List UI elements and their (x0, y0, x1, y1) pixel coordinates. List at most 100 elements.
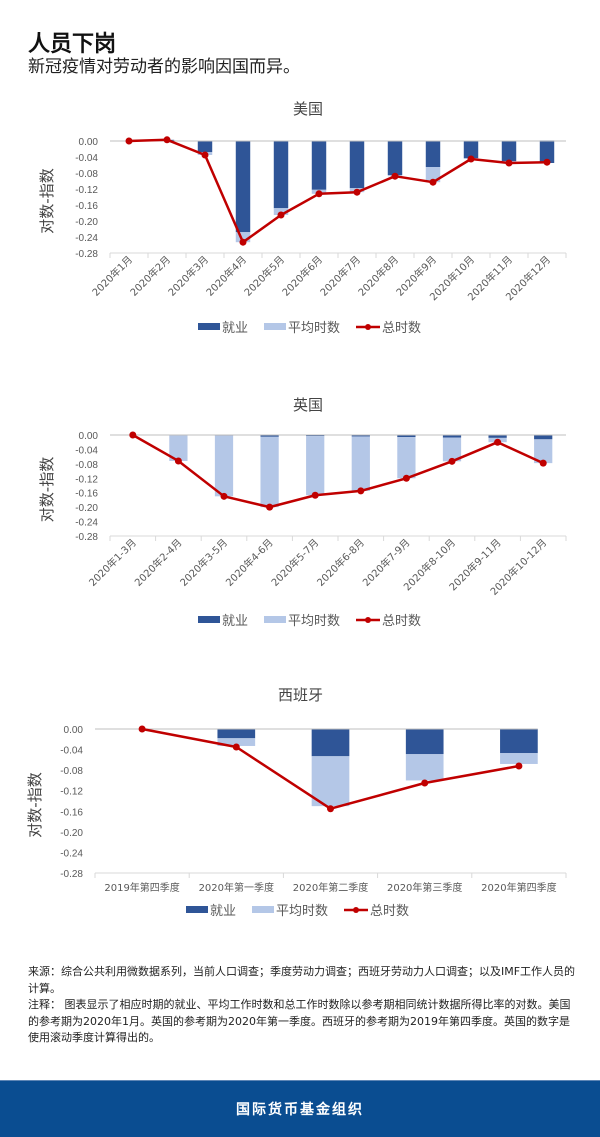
total-hours-marker (315, 190, 323, 198)
avg-hours-bar (442, 437, 462, 462)
footer-bar: 国际货币基金组织 (0, 1080, 600, 1137)
employment-bar (488, 435, 507, 438)
x-tick-label: 2020年第一季度 (199, 881, 274, 894)
chart-us: 美国 对数-指数 0.00 -0.04 -0.08 -0.12 -0.16 -0.20 -0.2… (0, 92, 600, 352)
employment-bar (235, 141, 251, 233)
chart-legend: 就业 平均时数 总时数 (186, 904, 409, 919)
avg-hours-bar (405, 754, 444, 781)
x-tick-label: 2020年4-6月 (223, 536, 276, 589)
employment-bar (387, 141, 403, 175)
employment-bar (534, 435, 553, 440)
total-hours-marker (402, 474, 410, 482)
legend-label-avg-hours: 平均时数 (288, 614, 340, 629)
total-hours-marker (311, 491, 319, 499)
total-hours-marker (201, 151, 209, 159)
total-hours-marker (232, 743, 240, 751)
x-tick-label: 2020年6-8月 (314, 536, 367, 589)
employment-bar (311, 729, 350, 757)
y-tick-label: -0.12 (60, 787, 83, 798)
total-hours-marker (174, 457, 182, 465)
x-tick-label: 2020年5-7月 (268, 536, 321, 589)
chart-legend: 就业 平均时数 总时数 (198, 614, 421, 629)
x-tick-label: 2019年第四季度 (104, 881, 179, 894)
legend-swatch-employment (186, 906, 208, 913)
employment-bar (397, 435, 416, 438)
org-name: 国际货币基金组织 (236, 1102, 364, 1118)
legend-label-total-hours: 总时数 (370, 904, 409, 919)
y-tick-label: 0.00 (79, 431, 99, 442)
y-tick-label: -0.04 (75, 153, 98, 164)
legend-swatch-avg-hours (264, 323, 286, 330)
y-tick-label: -0.08 (75, 169, 98, 180)
total-hours-marker (357, 487, 365, 495)
total-hours-marker (515, 762, 523, 770)
employment-bar (442, 435, 462, 438)
chart-title: 美国 (293, 100, 323, 118)
legend-label-employment: 就业 (222, 614, 248, 629)
employment-bar (260, 435, 279, 437)
y-tick-label: -0.20 (75, 217, 98, 228)
employment-bar (501, 141, 517, 161)
y-axis-label: 对数-指数 (26, 772, 44, 837)
y-tick-label: -0.16 (60, 807, 83, 818)
employment-bar (311, 141, 327, 190)
total-hours-marker (220, 492, 228, 500)
chart-title: 英国 (293, 396, 323, 414)
total-hours-marker (429, 178, 437, 186)
y-tick-label: -0.24 (75, 518, 98, 529)
employment-bar (351, 435, 370, 437)
y-tick-label: -0.08 (75, 460, 98, 471)
y-tick-label: -0.04 (60, 746, 83, 757)
chart-uk: 英国 对数-指数 0.00 -0.04 -0.08 -0.12 -0.16 -0.20 -0.2… (0, 388, 600, 650)
avg-hours-bar (351, 436, 370, 491)
employment-bar (349, 141, 365, 189)
chart-legend: 就业 平均时数 总时数 (198, 321, 421, 336)
avg-hours-bar (534, 439, 553, 464)
total-hours-marker (543, 158, 551, 166)
y-tick-label: 0.00 (64, 725, 84, 736)
avg-hours-bar (235, 232, 251, 243)
y-tick-label: -0.12 (75, 185, 98, 196)
legend-swatch-avg-hours (264, 616, 286, 623)
y-tick-label: -0.28 (60, 869, 83, 880)
footnotes: 来源：综合公共利用微数据系列，当前人口调查；季度劳动力调查；西班牙劳动力人口调查… (28, 964, 576, 1047)
total-hours-marker (539, 459, 547, 467)
chart-spain: 西班牙 对数-指数 0.00 -0.04 -0.08 -0.12 -0.16 -0.20 -0.… (0, 678, 600, 928)
y-tick-label: -0.24 (60, 848, 83, 859)
employment-bar (306, 435, 325, 437)
legend-label-total-hours: 总时数 (382, 614, 421, 629)
y-axis-label: 对数-指数 (38, 168, 56, 233)
y-axis-label: 对数-指数 (38, 457, 56, 522)
total-hours-marker (129, 431, 137, 439)
y-tick-label: -0.04 (75, 445, 98, 456)
y-tick-label: -0.20 (75, 503, 98, 514)
x-tick-label: 2020年2-4月 (132, 536, 185, 589)
chart-title: 西班牙 (278, 686, 323, 704)
avg-hours-bar (311, 756, 350, 807)
y-tick-label: -0.28 (75, 532, 98, 543)
total-hours-line (132, 433, 544, 509)
x-tick-label: 2020年第四季度 (481, 881, 556, 894)
total-hours-marker (448, 457, 456, 465)
explanatory-note: 注释： 图表显示了相应时期的就业、平均工作时数和总工作时数除以参考期相同统计数据… (28, 998, 571, 1044)
legend-label-avg-hours: 平均时数 (288, 321, 340, 336)
total-hours-marker (125, 137, 133, 145)
employment-bar (405, 729, 444, 755)
employment-bar (539, 141, 555, 163)
legend-swatch-employment (198, 616, 220, 623)
avg-hours-bar (214, 435, 234, 497)
avg-hours-bar (425, 167, 441, 183)
total-hours-marker (327, 805, 334, 813)
x-tick-label: 2020年第三季度 (387, 881, 462, 894)
employment-bar (217, 729, 256, 739)
page-subtitle: 新冠疫情对劳动者的影响因国而异。 (28, 57, 300, 77)
total-hours-marker (353, 188, 361, 196)
total-hours-marker (138, 725, 146, 733)
total-hours-marker (277, 211, 285, 219)
total-hours-marker (421, 779, 429, 787)
employment-bar (463, 141, 479, 159)
page-title: 人员下岗 (28, 32, 117, 57)
avg-hours-bar (500, 753, 538, 764)
employment-bar (425, 141, 441, 167)
employment-bar (273, 141, 289, 209)
